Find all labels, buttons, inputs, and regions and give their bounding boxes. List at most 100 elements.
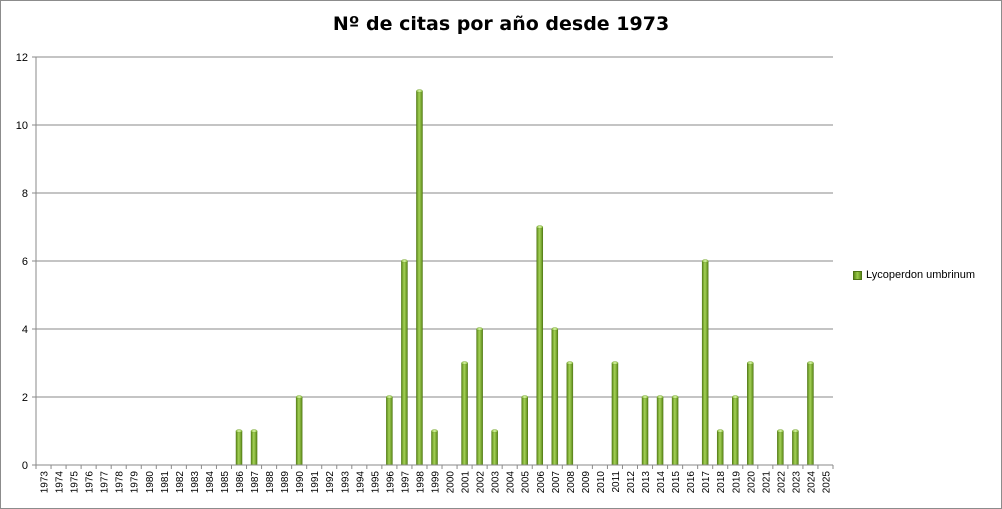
legend: Lycoperdon umbrinum	[853, 269, 975, 281]
x-tick-label: 2009	[581, 471, 592, 494]
x-tick-label: 2022	[776, 471, 787, 494]
bar-cap	[386, 395, 393, 399]
x-tick-label: 2024	[806, 471, 817, 494]
x-tick-label: 2019	[731, 471, 742, 494]
x-tick-label: 1988	[265, 471, 276, 494]
x-tick-label: 2025	[821, 471, 832, 494]
x-tick-label: 2004	[506, 471, 517, 494]
x-tick-label: 1974	[55, 471, 66, 494]
x-tick-label: 2002	[476, 471, 487, 494]
bar-cap	[701, 259, 709, 263]
x-tick-label: 1999	[431, 471, 442, 494]
bar-2007	[551, 328, 559, 466]
x-tick-label: 2021	[761, 471, 772, 494]
x-tick-label: 2010	[596, 471, 607, 494]
bar-cap	[431, 429, 438, 433]
bar-cap	[611, 361, 619, 365]
bar-1986	[235, 430, 243, 466]
bar-cap	[476, 327, 483, 331]
chart-title: Nº de citas por año desde 1973	[332, 13, 670, 35]
bar-cap	[656, 395, 664, 399]
x-tick-label: 2015	[671, 471, 682, 494]
bar-cap	[566, 361, 574, 365]
y-tick-label: 10	[16, 120, 28, 132]
bar-cap	[235, 429, 243, 433]
x-tick-label: 1978	[115, 471, 126, 494]
bar-cap	[416, 89, 423, 93]
x-tick-label: 1985	[220, 471, 231, 494]
bar-2020	[747, 362, 754, 466]
bar-2013	[641, 396, 649, 466]
x-tick-label: 1981	[160, 471, 171, 494]
bar-2018	[716, 430, 724, 466]
bar-cap	[536, 225, 543, 229]
y-tick-label: 8	[22, 188, 28, 200]
bar-cap	[250, 429, 258, 433]
x-tick-label: 2023	[791, 471, 802, 494]
bar-cap	[777, 429, 784, 433]
x-tick-label: 1984	[205, 471, 216, 494]
bar-1996	[386, 396, 393, 466]
bar-2017	[701, 260, 709, 466]
x-tick-label: 2007	[551, 471, 562, 494]
x-tick-label: 1992	[325, 471, 336, 494]
bar-cap	[717, 429, 724, 433]
x-tick-label: 2020	[746, 471, 757, 494]
x-tick-label: 1982	[175, 471, 186, 494]
x-tick-label: 1989	[280, 471, 291, 494]
x-tick-label: 2000	[446, 471, 457, 494]
bar-cap	[295, 395, 303, 399]
x-tick-label: 1998	[415, 471, 426, 494]
bar-cap	[671, 395, 679, 399]
x-tick-label: 1986	[235, 471, 246, 494]
x-tick-label: 2003	[491, 471, 502, 494]
bar-cap	[551, 327, 559, 331]
bar-2001	[461, 362, 468, 466]
bar-1998	[416, 90, 423, 466]
y-tick-label: 6	[22, 256, 28, 268]
bar-cap	[747, 361, 754, 365]
x-tick-label: 1993	[340, 471, 351, 494]
x-tick-label: 2008	[566, 471, 577, 494]
x-tick-label: 1987	[250, 471, 261, 494]
x-tick-label: 1977	[100, 471, 111, 494]
bar-cap	[521, 395, 528, 399]
y-tick-label: 0	[22, 460, 28, 472]
bar-2019	[732, 396, 739, 466]
x-tick-label: 1980	[145, 471, 156, 494]
bar-2003	[491, 430, 498, 466]
x-tick-label: 2011	[611, 471, 622, 493]
x-tick-label: 2017	[701, 471, 712, 494]
x-tick-label: 1997	[400, 471, 411, 494]
x-tick-label: 2012	[626, 471, 637, 494]
x-tick-label: 1995	[370, 471, 381, 494]
bar-1987	[250, 430, 258, 466]
x-tick-label: 1991	[310, 471, 321, 494]
x-tick-label: 2018	[716, 471, 727, 494]
x-tick-label: 1973	[40, 471, 51, 494]
x-tick-label: 1983	[190, 471, 201, 494]
bar-2015	[671, 396, 679, 466]
bar-2006	[536, 226, 544, 466]
x-tick-label: 2016	[686, 471, 697, 494]
bar-cap	[807, 361, 814, 365]
x-tick-label: 2001	[461, 471, 472, 494]
bar-2011	[611, 362, 619, 466]
legend-swatch	[853, 270, 862, 280]
bar-cap	[461, 361, 468, 365]
y-tick-label: 2	[22, 392, 28, 404]
bar-cap	[641, 395, 649, 399]
legend-label: Lycoperdon umbrinum	[866, 269, 976, 281]
bar-1997	[401, 260, 408, 466]
bar-2005	[521, 396, 528, 466]
bar-2008	[566, 362, 574, 466]
bar-cap	[732, 395, 739, 399]
x-tick-label: 1996	[385, 471, 396, 494]
y-tick-label: 4	[22, 324, 28, 336]
bar-cap	[792, 429, 799, 433]
bar-1990	[295, 396, 303, 466]
x-tick-label: 2006	[536, 471, 547, 494]
bar-2014	[656, 396, 664, 466]
